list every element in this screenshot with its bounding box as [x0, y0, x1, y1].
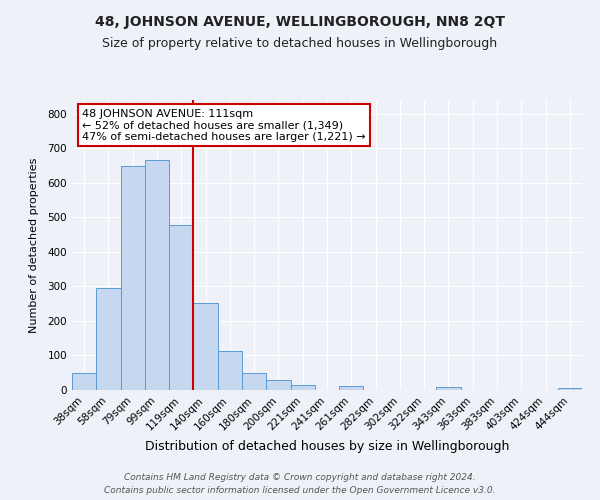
Bar	[145, 160, 169, 390]
Bar	[218, 351, 242, 390]
Text: 48, JOHNSON AVENUE, WELLINGBOROUGH, NN8 2QT: 48, JOHNSON AVENUE, WELLINGBOROUGH, NN8 …	[95, 15, 505, 29]
Bar	[193, 302, 218, 390]
Bar	[72, 374, 96, 390]
Bar	[266, 380, 290, 390]
X-axis label: Distribution of detached houses by size in Wellingborough: Distribution of detached houses by size …	[145, 440, 509, 453]
Y-axis label: Number of detached properties: Number of detached properties	[29, 158, 39, 332]
Text: Contains public sector information licensed under the Open Government Licence v3: Contains public sector information licen…	[104, 486, 496, 495]
Bar	[339, 386, 364, 390]
Bar	[242, 372, 266, 390]
Bar	[96, 288, 121, 390]
Bar	[169, 225, 193, 390]
Text: Size of property relative to detached houses in Wellingborough: Size of property relative to detached ho…	[103, 38, 497, 51]
Bar	[436, 387, 461, 390]
Bar	[558, 388, 582, 390]
Text: 48 JOHNSON AVENUE: 111sqm
← 52% of detached houses are smaller (1,349)
47% of se: 48 JOHNSON AVENUE: 111sqm ← 52% of detac…	[82, 108, 366, 142]
Bar	[121, 166, 145, 390]
Bar	[290, 385, 315, 390]
Text: Contains HM Land Registry data © Crown copyright and database right 2024.: Contains HM Land Registry data © Crown c…	[124, 474, 476, 482]
